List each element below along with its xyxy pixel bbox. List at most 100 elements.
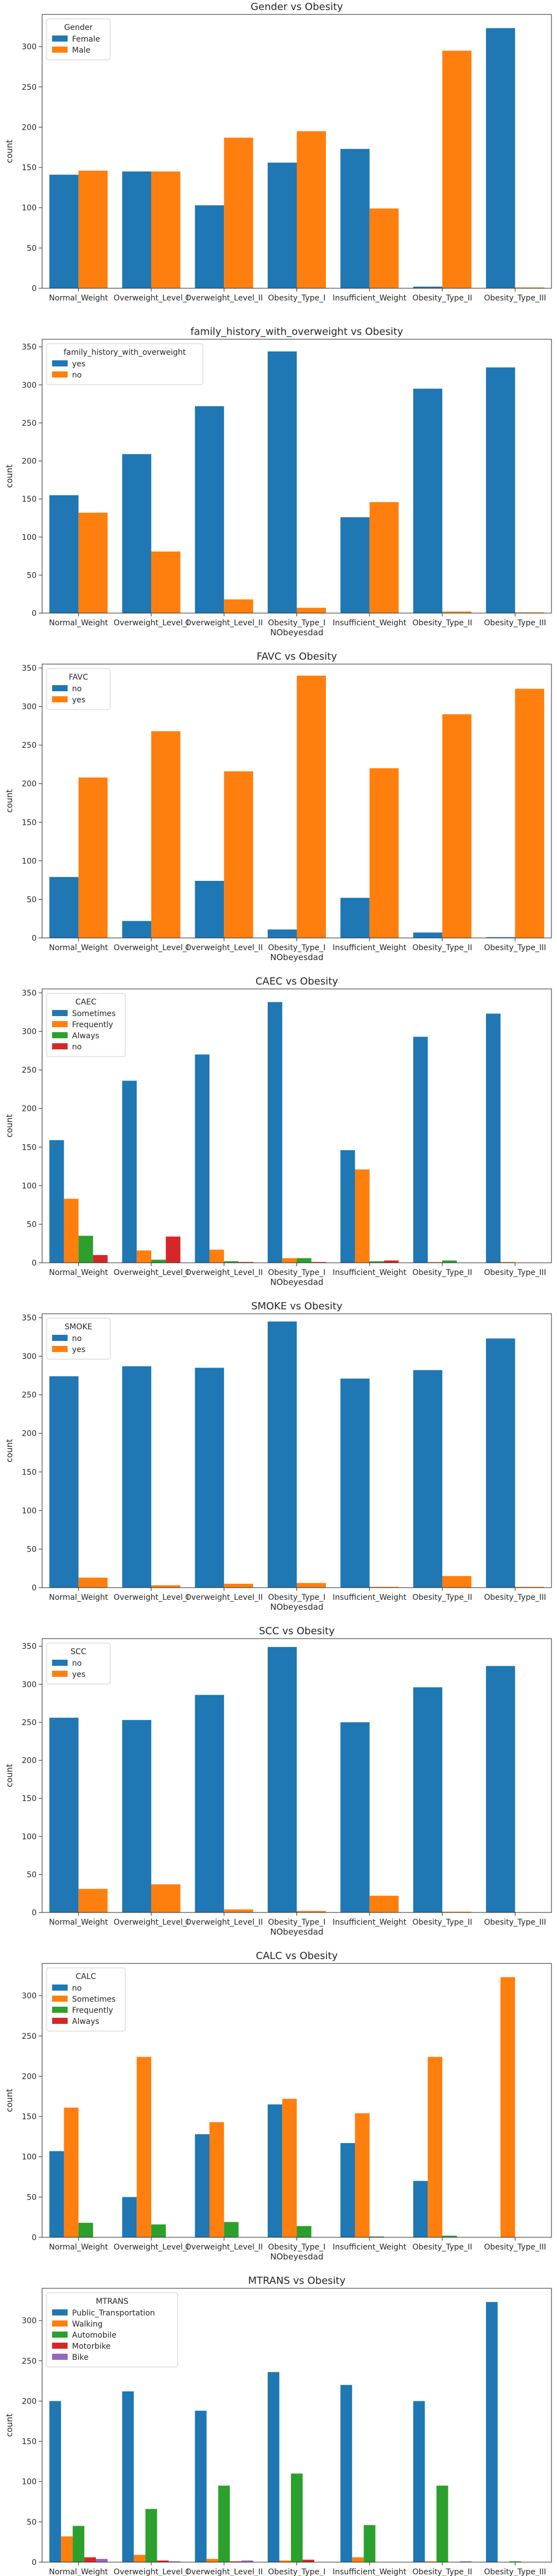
legend-box: [46, 343, 203, 385]
y-tick-label: 200: [22, 1105, 37, 1114]
bar-yes: [49, 495, 79, 613]
chart-title: CAEC vs Obesity: [255, 976, 338, 987]
bar-female: [49, 175, 79, 288]
y-tick-label: 100: [22, 1833, 37, 1842]
legend-swatch: [52, 1346, 68, 1352]
legend-box: [46, 993, 126, 1057]
legend-swatch: [52, 360, 68, 366]
chart-panel: CALC vs Obesity 0 50 100 150 200 250 300 count No…: [4, 1950, 552, 2262]
y-tick-label: 350: [22, 1314, 37, 1323]
legend-swatch: [52, 696, 68, 702]
bar-always: [297, 1258, 311, 1263]
legend-swatch: [52, 47, 68, 53]
legend-swatch: [52, 1335, 68, 1341]
y-tick-label: 350: [22, 1642, 37, 1651]
x-tick-label: Normal_Weight: [49, 943, 108, 952]
bar-no: [49, 1717, 79, 1912]
chart-title: Gender vs Obesity: [251, 1, 343, 13]
chart-title: MTRANS vs Obesity: [248, 2275, 346, 2287]
x-tick-label: Insufficient_Weight: [333, 1268, 407, 1277]
bar-female: [413, 287, 443, 288]
bar-sometimes: [500, 1977, 515, 2237]
bar-no: [486, 1338, 515, 1588]
legend-title: FAVC: [69, 673, 88, 682]
y-tick-label: 250: [22, 2357, 37, 2366]
bar-walking: [134, 2554, 146, 2562]
bar-no: [49, 2151, 64, 2237]
bar-yes: [297, 1911, 326, 1912]
bar-no: [413, 2181, 428, 2237]
legend-box: [46, 2292, 178, 2368]
y-tick-label: 50: [27, 895, 37, 904]
x-tick-label: Obesity_Type_II: [412, 2243, 472, 2252]
y-tick-label: 50: [27, 1220, 37, 1229]
bar-frequently: [136, 1250, 151, 1263]
y-tick-label: 100: [22, 204, 37, 213]
bar-motorbike: [157, 2560, 169, 2562]
bar-automobile: [436, 2485, 448, 2562]
y-tick-label: 150: [22, 495, 37, 504]
y-axis-label: count: [4, 1439, 14, 1462]
bar-yes: [151, 731, 181, 938]
x-tick-label: Obesity_Type_I: [268, 619, 326, 628]
bar-motorbike: [303, 2559, 315, 2562]
x-axis-label: NObeyesdad: [270, 1277, 324, 1287]
bar-yes: [297, 675, 326, 938]
y-tick-label: 350: [22, 989, 37, 998]
legend-swatch: [52, 1671, 68, 1677]
bar-no: [340, 1722, 370, 1912]
bar-sometimes: [49, 1140, 64, 1263]
y-tick-label: 150: [22, 1468, 37, 1477]
bar-yes: [78, 777, 108, 938]
y-tick-label: 200: [22, 780, 37, 789]
bar-sometimes: [355, 2113, 370, 2237]
y-tick-label: 200: [22, 2072, 37, 2081]
bar-yes: [442, 714, 472, 938]
y-axis-label: count: [4, 140, 14, 163]
x-tick-label: Obesity_Type_III: [484, 294, 546, 303]
legend-swatch: [52, 1985, 68, 1991]
bar-automobile: [145, 2509, 157, 2562]
x-tick-label: Obesity_Type_II: [412, 294, 472, 303]
legend-swatch: [52, 2007, 68, 2013]
bar-no: [151, 551, 181, 613]
legend-label: no: [72, 371, 81, 380]
x-tick-label: Normal_Weight: [49, 294, 108, 303]
y-axis-label: count: [4, 1114, 14, 1137]
bar-yes: [369, 1587, 399, 1588]
bar-yes: [122, 454, 151, 613]
bar-male: [224, 137, 253, 289]
chart-title: SCC vs Obesity: [259, 1625, 335, 1637]
legend-swatch: [52, 1660, 68, 1666]
legend-label: Male: [72, 46, 90, 55]
legend-label: Always: [72, 1032, 99, 1040]
y-tick-label: 150: [22, 164, 37, 172]
legend-label: yes: [72, 1345, 85, 1354]
x-tick-label: Normal_Weight: [49, 1268, 108, 1277]
legend-swatch: [52, 1021, 68, 1027]
legend-swatch: [52, 1032, 68, 1038]
bar-male: [297, 131, 326, 289]
legend-label: no: [72, 1334, 81, 1343]
y-tick-label: 250: [22, 2032, 37, 2041]
y-tick-label: 0: [32, 934, 37, 943]
bar-no: [311, 1262, 326, 1263]
legend-label: yes: [72, 360, 85, 369]
x-tick-label: Insufficient_Weight: [333, 619, 407, 628]
bar-no: [442, 611, 472, 613]
y-tick-label: 100: [22, 2153, 37, 2162]
bar-male: [151, 171, 181, 288]
bar-no: [238, 1262, 253, 1263]
x-tick-label: Obesity_Type_I: [268, 1918, 326, 1927]
bar-sometimes: [136, 2057, 151, 2237]
legend-swatch: [52, 685, 68, 691]
x-tick-label: Overweight_Level_I: [114, 2568, 189, 2576]
legend-swatch: [52, 1043, 68, 1049]
bar-no: [49, 877, 79, 938]
y-tick-label: 250: [22, 1066, 37, 1075]
x-axis-label: NObeyesdad: [270, 628, 324, 637]
bar-sometimes: [427, 2057, 443, 2237]
bar-yes: [442, 1576, 472, 1588]
y-tick-label: 300: [22, 1992, 37, 2001]
x-tick-label: Obesity_Type_III: [484, 1593, 546, 1602]
